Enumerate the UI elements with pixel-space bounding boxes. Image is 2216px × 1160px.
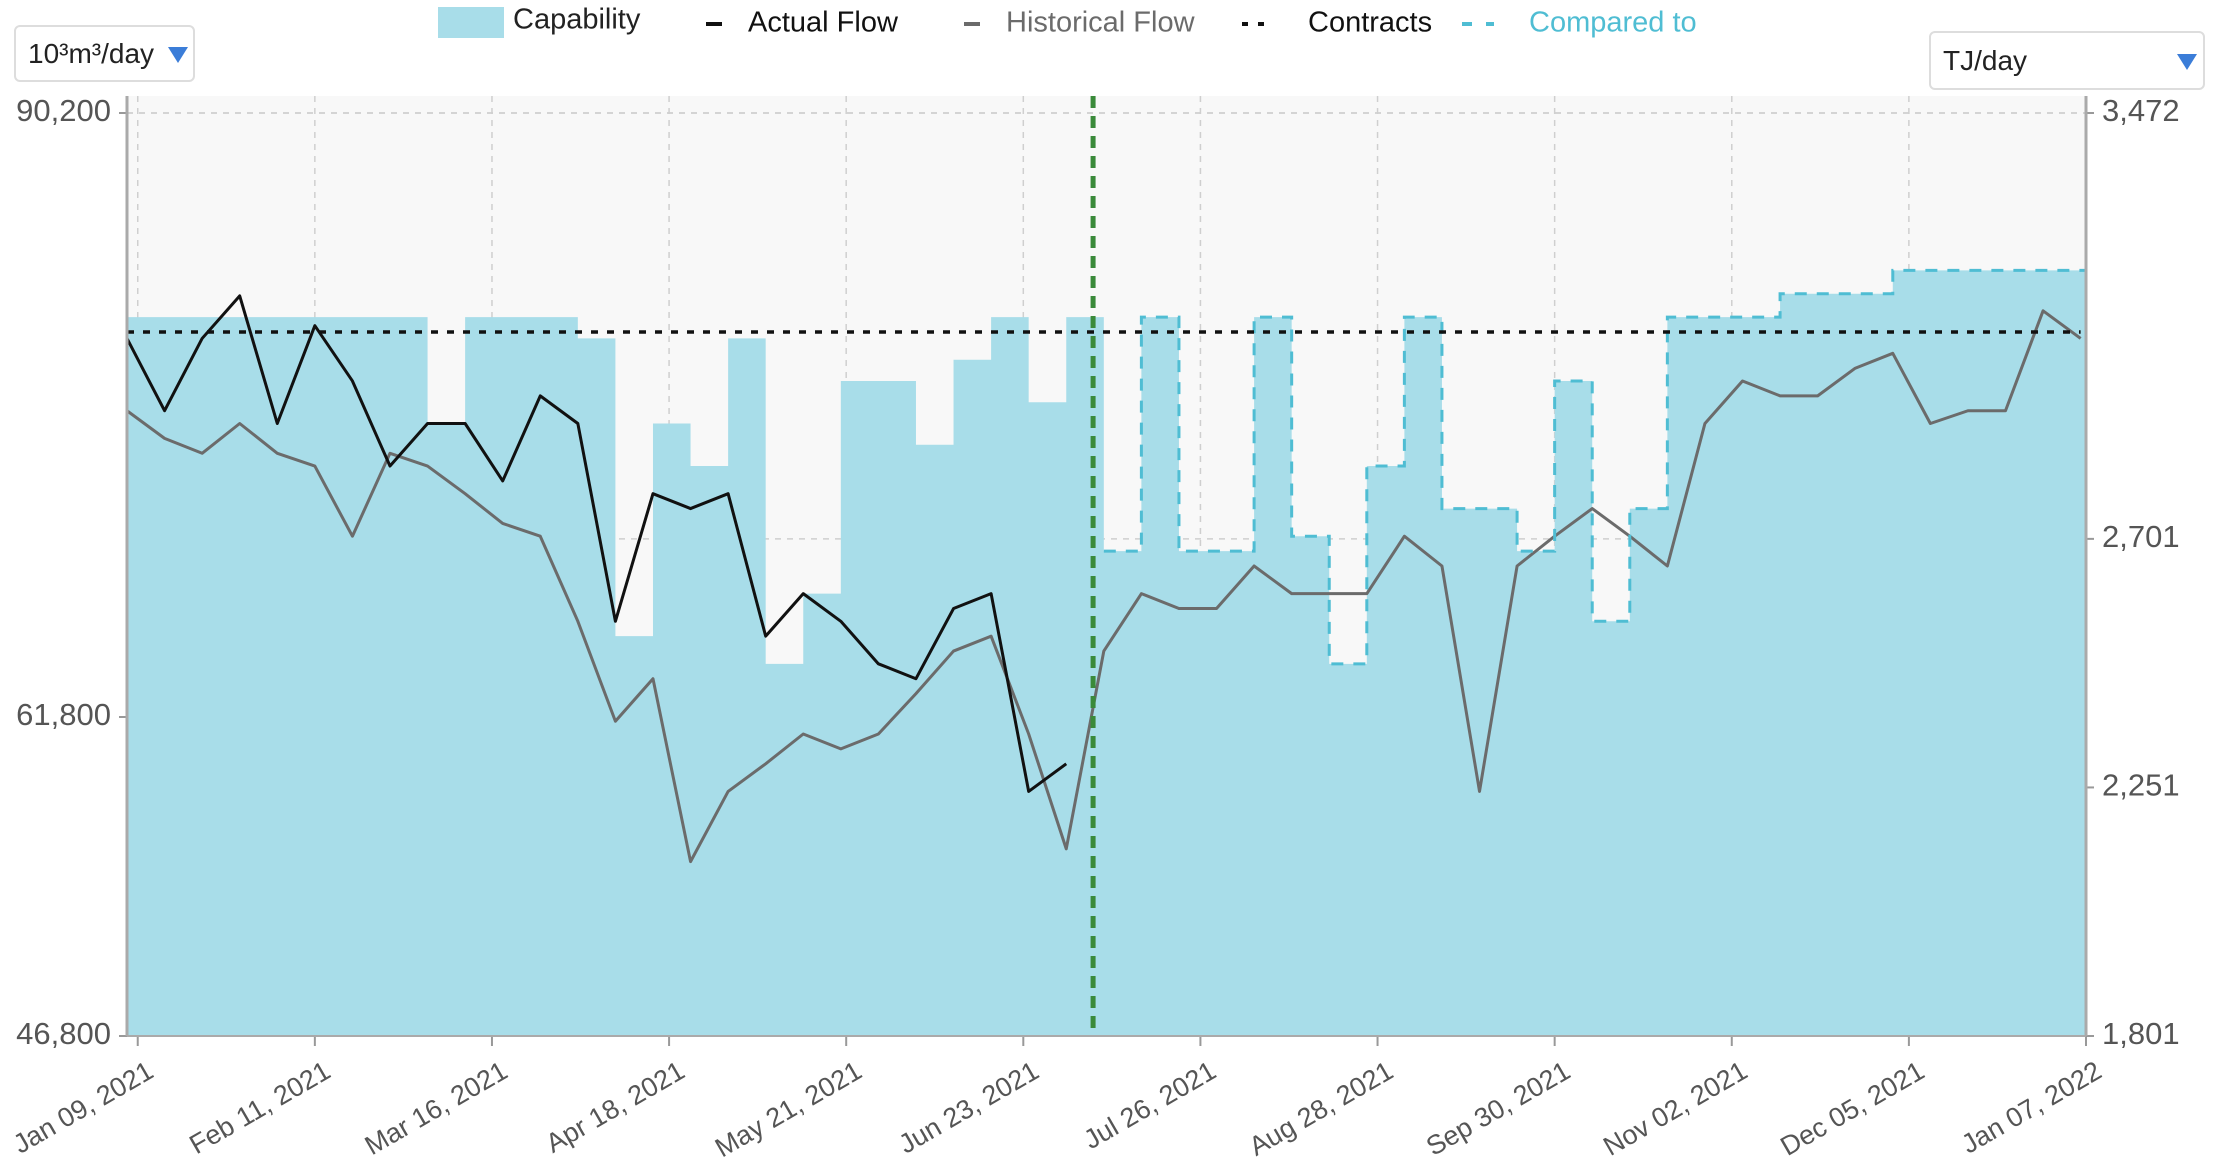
x-tick-label: Mar 16, 2021 (360, 1055, 513, 1160)
y2-tick-label: 1,801 (2102, 1016, 2180, 1051)
dropdown-arrow (168, 47, 188, 63)
legend-swatch (438, 7, 504, 38)
y2-tick-label: 3,472 (2102, 93, 2180, 128)
x-tick-label: Jan 09, 2021 (8, 1055, 158, 1159)
x-tick-label: Jul 26, 2021 (1079, 1055, 1221, 1155)
unit-dropdown-right[interactable]: TJ/day (1929, 31, 2205, 90)
flow-line (126, 309, 2082, 864)
x-tick-label: Aug 28, 2021 (1244, 1055, 1398, 1160)
capability-area (127, 270, 2086, 1036)
legend-label: Compared to (1529, 7, 1697, 39)
x-tick-label: Feb 11, 2021 (184, 1055, 335, 1160)
y2-tick-label: 2,251 (2102, 768, 2180, 803)
y2-tick-label: 2,701 (2102, 519, 2180, 554)
y-tick-label: 61,800 (16, 697, 111, 732)
flow-line (125, 294, 1068, 793)
y-tick-label: 90,200 (16, 93, 111, 128)
series (125, 96, 2086, 1036)
unit-label: 10³m³/day (28, 37, 155, 69)
dropdown-arrow (2177, 54, 2197, 70)
y-tick-label: 46,800 (16, 1016, 111, 1051)
legend-label: Historical Flow (1006, 7, 1196, 39)
x-tick-label: Dec 05, 2021 (1775, 1055, 1929, 1160)
legend-label: Capability (513, 4, 641, 36)
unit-dropdown-left[interactable]: 10³m³/day (14, 25, 195, 82)
legend-label: Contracts (1308, 7, 1432, 39)
legend-background (420, 0, 1710, 46)
x-tick-label: Apr 18, 2021 (541, 1055, 690, 1158)
legend-label: Actual Flow (748, 7, 899, 39)
x-tick-label: Nov 02, 2021 (1598, 1055, 1752, 1160)
unit-label: TJ/day (1943, 44, 2028, 76)
compared-line (1103, 268, 2086, 666)
x-tick-label: Jun 23, 2021 (894, 1055, 1044, 1159)
x-tick-label: Jan 07, 2022 (1956, 1055, 2106, 1159)
x-tick-label: May 21, 2021 (710, 1055, 867, 1160)
x-tick-label: Sep 30, 2021 (1421, 1055, 1575, 1160)
legend: Capability Actual Flow Historical Flow Cont… (420, 0, 1710, 46)
